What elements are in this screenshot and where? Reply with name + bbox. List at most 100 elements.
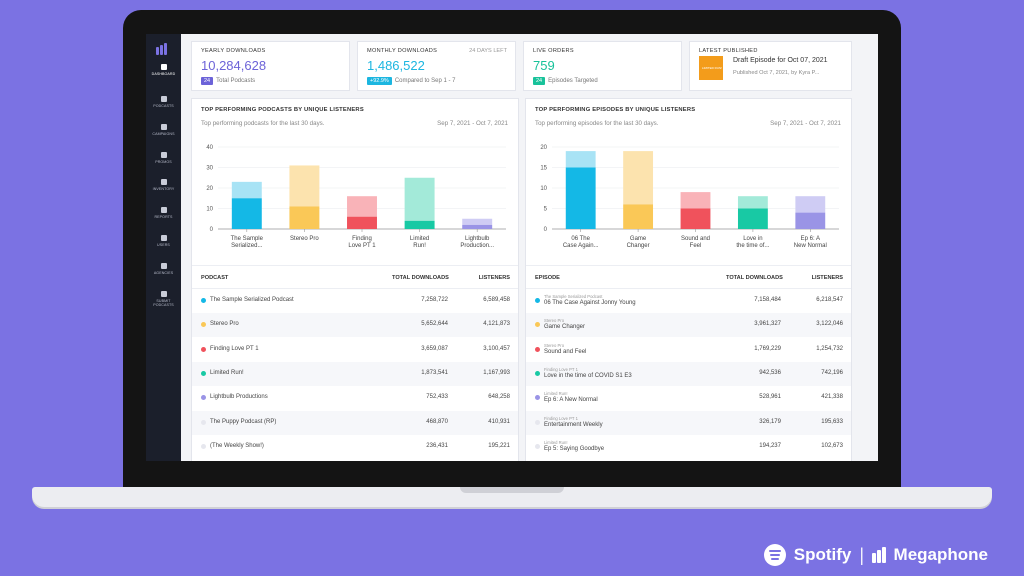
- bar-value: [680, 208, 711, 229]
- row-episode-name: Ep 6: A New Normal: [544, 397, 598, 404]
- row-podcast-name: Lightbulb Productions: [210, 394, 268, 401]
- column-header-total-downloads[interactable]: Total Downloads: [726, 275, 783, 281]
- row-podcast-name: Limited Run!: [544, 391, 568, 397]
- brand-separator: |: [859, 544, 865, 565]
- row-total-downloads: 752,433: [426, 394, 448, 401]
- table-row[interactable]: Finding Love PT 1 Entertainment Weekly 326…: [526, 410, 851, 435]
- column-header-episode[interactable]: Episode: [535, 275, 560, 281]
- x-tick-label: Game: [630, 236, 647, 242]
- y-tick-label: 30: [206, 166, 213, 172]
- row-total-downloads: 528,961: [759, 394, 781, 401]
- kpi-card-latest-published[interactable]: Latest Published LIMITED RUN! Draft Epis…: [689, 41, 852, 91]
- row-total-downloads: 1,873,541: [421, 369, 448, 376]
- table-row[interactable]: Lightbulb Productions 752,433 648,258: [192, 386, 518, 410]
- bar-total: [347, 196, 377, 217]
- row-podcast-name: The Sample Serialized Podcast: [544, 294, 603, 299]
- sidebar-item-promos[interactable]: Promos: [146, 152, 181, 164]
- series-color-dot: [201, 370, 206, 376]
- row-total-downloads: 194,237: [759, 442, 781, 449]
- panel-title: Top Performing Episodes by Unique Listen…: [535, 107, 696, 113]
- row-listeners: 410,931: [488, 418, 510, 425]
- row-podcast-name: Limited Run!: [544, 439, 568, 445]
- bar-total: [623, 151, 654, 205]
- table-row[interactable]: The Sample Serialized Podcast 06 The Case…: [526, 289, 851, 313]
- sidebar-item-agencies[interactable]: Agencies: [146, 263, 181, 275]
- table-header: Episode Total Downloads Listeners: [526, 265, 851, 289]
- y-tick-label: 20: [540, 145, 547, 151]
- megaphone-logo-icon: [872, 547, 886, 563]
- column-header-podcast[interactable]: Podcast: [201, 275, 229, 281]
- count-badge: 24: [201, 77, 214, 85]
- series-color-dot: [535, 370, 540, 376]
- count-badge: 24: [533, 77, 546, 85]
- sidebar-item-podcasts[interactable]: Podcasts: [146, 96, 181, 108]
- sidebar-item-users[interactable]: Users: [146, 235, 181, 247]
- row-podcast-name: The Sample Serialized Podcast: [210, 297, 294, 303]
- bar-value: [737, 208, 768, 229]
- row-listeners: 3,100,457: [483, 345, 510, 352]
- kpi-value: 10,284,628: [201, 58, 267, 73]
- series-color-dot: [535, 322, 540, 328]
- sidebar-item-reports[interactable]: Reports: [146, 207, 181, 219]
- column-header-total-downloads[interactable]: Total Downloads: [392, 275, 449, 281]
- x-tick-label: Case Again...: [563, 243, 599, 249]
- kpi-sub: +92.9% Compared to Sep 1 - 7: [367, 77, 456, 85]
- row-listeners: 102,673: [821, 442, 843, 449]
- table-header: Podcast Total Downloads Listeners: [192, 265, 518, 289]
- table-row[interactable]: Finding Love PT 1 Love in the time of COV…: [526, 361, 851, 386]
- latest-episode-title[interactable]: Draft Episode for Oct 07, 2021: [733, 57, 828, 64]
- megaphone-logo-icon[interactable]: [156, 43, 167, 55]
- date-range[interactable]: Sep 7, 2021 - Oct 7, 2021: [437, 120, 508, 127]
- table-row[interactable]: Finding Love PT 1 3,659,087 3,100,457: [192, 338, 518, 362]
- bar-total: [795, 196, 826, 213]
- column-header-listeners[interactable]: Listeners: [811, 275, 843, 281]
- bar-value: [347, 216, 377, 229]
- y-tick-label: 0: [544, 227, 548, 233]
- series-color-dot: [535, 395, 540, 401]
- row-podcast-name: Finding Love PT 1: [544, 366, 578, 372]
- row-listeners: 1,167,993: [483, 369, 510, 376]
- row-episode-name: 06 The Case Against Jonny Young: [544, 300, 636, 306]
- spotify-wordmark: Spotify: [793, 545, 852, 564]
- row-listeners: 6,218,547: [816, 297, 843, 303]
- table-row[interactable]: Limited Run! 1,873,541 1,167,993: [192, 361, 518, 386]
- bar-total: [289, 165, 320, 207]
- table-row[interactable]: Stereo Pro Game Changer 3,961,327 3,122,046: [526, 313, 851, 338]
- dashboard-icon: [160, 64, 167, 70]
- table-row[interactable]: Limited Run! Ep 6: A New Normal 528,961 421…: [526, 386, 851, 410]
- bar-total: [737, 196, 768, 209]
- column-header-listeners[interactable]: Listeners: [478, 275, 510, 281]
- y-tick-label: 20: [206, 186, 213, 192]
- kpi-card-monthly-downloads: Monthly Downloads 24 Days Left 1,486,522…: [357, 41, 516, 91]
- series-color-dot: [535, 346, 540, 352]
- kpi-label: Live Orders: [533, 48, 574, 54]
- date-range[interactable]: Sep 7, 2021 - Oct 7, 2021: [770, 120, 841, 127]
- row-podcast-name: Stereo Pro: [544, 342, 565, 348]
- kpi-label: Monthly Downloads: [367, 48, 438, 54]
- sidebar-item-campaigns[interactable]: Campaigns: [146, 124, 181, 136]
- kpi-label: Yearly Downloads: [201, 48, 266, 54]
- sidebar-item-dashboard[interactable]: Dashboard: [146, 64, 181, 76]
- microphone-icon: [160, 96, 167, 102]
- row-total-downloads: 7,158,484: [754, 297, 781, 303]
- x-tick-label: Love in: [743, 236, 762, 242]
- kpi-value: 1,486,522: [367, 58, 425, 73]
- sidebar-item-inventory[interactable]: Inventory: [146, 179, 181, 191]
- row-total-downloads: 326,179: [759, 418, 781, 425]
- row-podcast-name: Finding Love PT 1: [210, 345, 259, 352]
- table-row[interactable]: The Sample Serialized Podcast 7,258,722 6,…: [192, 289, 518, 313]
- laptop-notch: [460, 487, 564, 493]
- table-row[interactable]: (The Weekly Show!) 236,431 195,221: [192, 435, 518, 459]
- sidebar-item-submit-podcasts[interactable]: Submit Podcasts: [146, 291, 181, 307]
- episode-thumbnail: LIMITED RUN!: [699, 56, 723, 80]
- bar-value: [565, 167, 596, 229]
- y-tick-label: 15: [540, 166, 547, 172]
- table-row[interactable]: Limited Run! Ep 5: Saying Goodbye 194,237 1…: [526, 435, 851, 459]
- row-episode-name: Entertainment Weekly: [544, 421, 603, 428]
- table-row[interactable]: The Puppy Podcast (RP) 468,870 410,931: [192, 410, 518, 435]
- row-total-downloads: 468,870: [426, 418, 448, 425]
- brand-lockup: Spotify | Megaphone: [763, 544, 988, 566]
- x-tick-label: Production...: [460, 243, 494, 249]
- table-row[interactable]: Stereo Pro 5,652,644 4,121,873: [192, 313, 518, 338]
- table-row[interactable]: Stereo Pro Sound and Feel 1,769,229 1,254,7…: [526, 338, 851, 362]
